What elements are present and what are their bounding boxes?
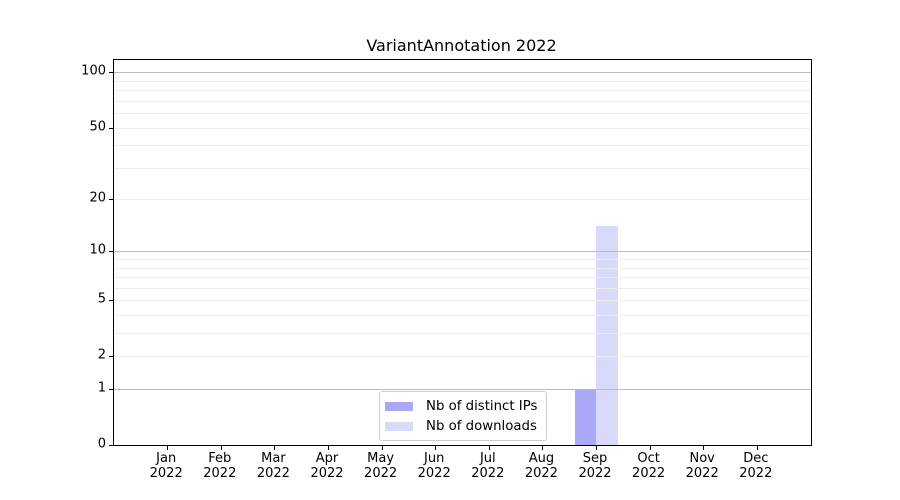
x-tick-mark [756, 446, 758, 450]
y-tick-label: 100 [81, 63, 106, 79]
y-tick-label: 20 [89, 190, 106, 206]
y-tick-label: 10 [89, 242, 106, 258]
y-tick-label: 0 [97, 436, 106, 452]
major-gridline [114, 72, 811, 74]
y-tick-mark [109, 251, 113, 253]
chart-title: VariantAnnotation 2022 [366, 36, 557, 55]
x-tick-label: Jul 2022 [471, 451, 505, 481]
legend-swatch-downloads [385, 421, 413, 431]
x-tick-mark [220, 446, 222, 450]
minor-gridline [114, 145, 811, 147]
y-tick-mark [109, 445, 113, 446]
x-tick-mark [596, 446, 597, 450]
legend-item-distinct-ips: Nb of distinct IPs [385, 396, 537, 416]
x-tick-label: Oct 2022 [632, 451, 666, 481]
x-tick-mark [703, 446, 705, 450]
legend-label: Nb of distinct IPs [426, 398, 538, 414]
x-tick-mark [167, 446, 169, 450]
plot-area [109, 59, 812, 450]
x-tick-label: Dec 2022 [739, 451, 773, 481]
x-tick-label: May 2022 [364, 451, 398, 481]
y-tick-mark [109, 72, 113, 74]
bar-distinct-ips [574, 389, 596, 445]
y-tick-label: 1 [97, 380, 106, 396]
y-tick-mark [109, 389, 113, 390]
minor-gridline [114, 300, 811, 302]
x-tick-mark [274, 446, 276, 450]
y-tick-mark [109, 356, 113, 358]
bar-downloads [596, 226, 618, 445]
y-tick-label: 5 [97, 291, 106, 307]
minor-gridline [114, 333, 811, 335]
x-tick-label: Jun 2022 [417, 451, 451, 481]
y-tick-mark [109, 300, 113, 302]
minor-gridline [114, 277, 811, 279]
minor-gridline [114, 80, 811, 82]
minor-gridline [114, 113, 811, 115]
minor-gridline [114, 167, 811, 169]
y-tick-label: 50 [89, 119, 106, 135]
minor-gridline [114, 199, 811, 201]
minor-gridline [114, 127, 811, 129]
y-tick-label: 2 [97, 347, 106, 363]
x-tick-mark [435, 446, 437, 450]
x-tick-mark [542, 446, 544, 450]
x-tick-label: Jan 2022 [149, 451, 183, 481]
major-gridline [114, 251, 811, 253]
x-tick-label: Apr 2022 [310, 451, 344, 481]
y-tick-mark [109, 199, 113, 201]
minor-gridline [114, 100, 811, 102]
minor-gridline [114, 315, 811, 317]
x-tick-mark [328, 446, 329, 450]
x-tick-label: Nov 2022 [685, 451, 719, 481]
x-tick-mark [649, 446, 651, 450]
legend-swatch-distinct-ips [385, 401, 413, 411]
minor-gridline [114, 90, 811, 92]
minor-gridline [114, 287, 811, 289]
minor-gridline [114, 356, 811, 358]
legend: Nb of distinct IPs Nb of downloads [379, 391, 548, 441]
y-tick-mark [109, 127, 113, 129]
legend-label: Nb of downloads [426, 418, 537, 434]
x-tick-label: Mar 2022 [256, 451, 290, 481]
x-tick-label: Aug 2022 [524, 451, 558, 481]
x-tick-mark [488, 446, 490, 450]
x-tick-label: Sep 2022 [578, 451, 612, 481]
legend-item-downloads: Nb of downloads [385, 416, 537, 436]
major-gridline [114, 389, 811, 390]
x-tick-mark [381, 446, 383, 450]
minor-gridline [114, 267, 811, 269]
x-tick-label: Feb 2022 [203, 451, 237, 481]
minor-gridline [114, 259, 811, 261]
